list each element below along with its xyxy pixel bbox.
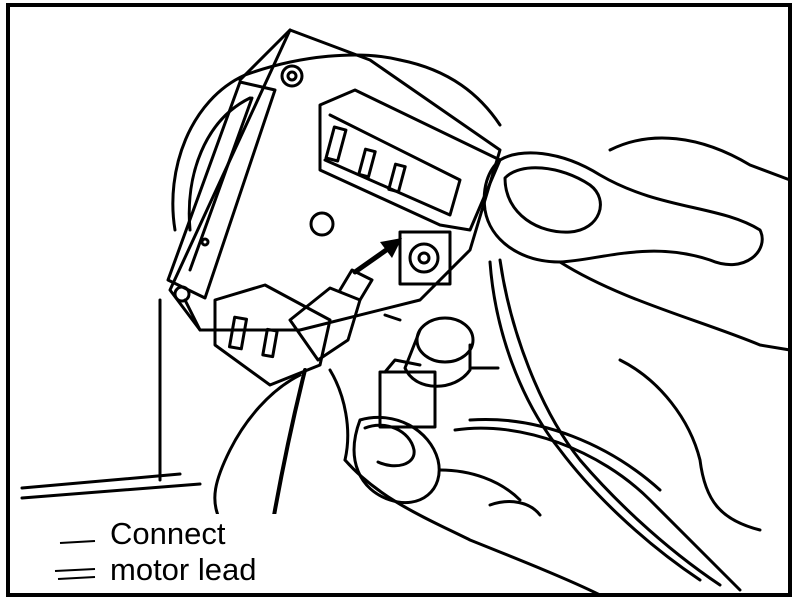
thumbnail	[363, 423, 416, 468]
figure-border	[6, 3, 792, 597]
motor-housing-inner	[187, 96, 252, 232]
lower-bracket	[213, 283, 332, 387]
bracket-slot	[261, 327, 279, 359]
right-palm	[558, 260, 792, 352]
background-line	[20, 472, 182, 490]
retaining-clip	[378, 370, 437, 429]
knuckle-line	[488, 500, 542, 517]
rail-hole	[200, 237, 210, 247]
background-line	[20, 482, 202, 500]
callout-line-2: motor lead	[110, 552, 257, 587]
terminal-socket-ring	[408, 242, 440, 274]
left-finger	[213, 373, 302, 522]
wire	[468, 417, 662, 492]
right-hand	[608, 136, 792, 182]
capacitor-lead	[383, 313, 402, 322]
thumbnail	[503, 166, 602, 234]
terminal-socket-pin	[417, 251, 431, 265]
left-thumb	[352, 415, 441, 505]
rail-screw	[280, 64, 304, 88]
retaining-clip-top	[383, 358, 422, 374]
terminal-socket	[398, 230, 452, 286]
upper-bracket	[318, 88, 502, 232]
bracket-slot	[227, 315, 249, 351]
panel-edge	[183, 298, 202, 332]
arrow-shaft	[352, 243, 395, 275]
rail-screw	[173, 285, 191, 303]
lead-connector-tab	[338, 268, 374, 302]
wire	[453, 426, 742, 592]
wire	[488, 260, 702, 582]
callout-label: Connect motor lead	[106, 514, 334, 590]
bracket-slot	[324, 125, 348, 163]
panel-edge	[238, 28, 292, 82]
line-drawing	[20, 28, 792, 597]
wire	[498, 258, 722, 587]
bracket-slot	[387, 162, 407, 194]
arrow-head	[380, 238, 402, 258]
left-rail	[166, 80, 277, 300]
rail-screw-inner	[286, 70, 298, 82]
direction-arrow	[352, 238, 402, 275]
motor-housing-right	[398, 58, 502, 127]
right-palm-lower	[618, 358, 762, 532]
left-hand	[343, 458, 602, 597]
panel-hole	[309, 211, 335, 237]
callout-line-1: Connect	[110, 516, 226, 551]
margin-mark	[54, 568, 96, 572]
margin-mark	[59, 540, 96, 544]
margin-mark	[57, 576, 96, 580]
bracket-slot	[357, 147, 377, 179]
left-hand	[438, 468, 522, 502]
left-rail-inner	[188, 96, 254, 272]
lead-connector	[288, 286, 362, 362]
right-thumb	[482, 151, 764, 267]
left-finger	[328, 368, 350, 462]
upper-bracket-face	[323, 113, 462, 217]
